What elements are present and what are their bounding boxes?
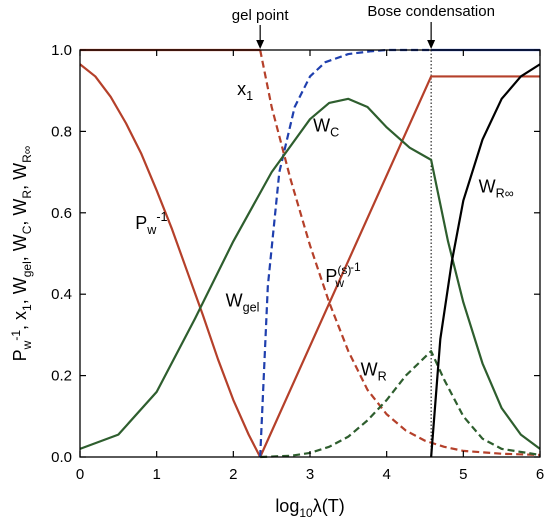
label-wc-sub: C (330, 125, 339, 139)
label-pw-main: P (135, 213, 147, 233)
y-axis-title-sub: 1 (20, 304, 34, 311)
label-wrinf-main: W (479, 176, 496, 196)
y-axis-title-part: , W (10, 234, 30, 261)
series-line-7 (260, 350, 541, 459)
label-wr: WR (361, 360, 387, 384)
label-pw-sup: -1 (156, 210, 167, 224)
series-line-1 (259, 75, 540, 458)
label-pw: Pw-1 (135, 210, 167, 237)
label-x1-main: x (237, 79, 246, 99)
series-line-3 (259, 49, 541, 457)
label-wgel: Wgel (226, 290, 260, 314)
bose-arrow-head (427, 40, 436, 49)
y-axis-title-sup: -1 (9, 330, 23, 341)
series-line-6 (79, 97, 541, 450)
gel-point-arrow-head (256, 40, 265, 49)
x-axis-title-base: log (275, 496, 299, 516)
label-pw-sub: w (146, 223, 157, 237)
x-axis-title-sub: 10 (299, 506, 313, 520)
series-line-8 (430, 63, 541, 458)
y-axis-title-part: P (10, 349, 30, 361)
label-x1: x1 (237, 79, 253, 103)
x-tick-label: 1 (152, 466, 160, 483)
x-tick-label: 2 (229, 466, 237, 483)
y-tick-label: 1.0 (51, 42, 72, 59)
y-axis-title-part: , W (10, 277, 30, 304)
y-tick-label: 0.8 (51, 123, 72, 140)
label-psw-sup2: -1 (350, 260, 361, 274)
y-axis-title: Pw-1, x1, Wgel, WC, WR, WR∞ (9, 146, 34, 362)
label-wc: WC (313, 115, 339, 139)
y-axis-title-sub: R∞ (20, 146, 34, 163)
gel-point-text: gel point (232, 7, 290, 24)
gel-point-label: gel point (232, 7, 290, 24)
label-wr-main: W (361, 360, 378, 380)
x-axis-title: log10λ(T) (275, 496, 344, 520)
plot-frame (79, 49, 541, 458)
x-tick-label: 3 (306, 466, 314, 483)
label-wr-sub: R (378, 370, 387, 384)
y-axis-title-sub: gel (20, 261, 34, 277)
label-psw: P(s) w -1 (325, 260, 361, 290)
series-line-0 (79, 63, 262, 458)
y-axis-title-sub: C (20, 225, 34, 234)
label-wgel-main: W (226, 290, 243, 310)
y-tick-label: 0.4 (51, 286, 72, 303)
label-wgel-sub: gel (243, 300, 260, 314)
axis-layer: 0 1 2 3 4 5 60.00.20.40.60.81.0log10λ(T)Pw-1, … (9, 42, 544, 520)
label-psw-sub: w (334, 276, 344, 290)
x-tick-label: 0 (76, 466, 84, 483)
y-axis-title-part: , x (10, 311, 30, 330)
label-psw-main: P (325, 266, 337, 286)
bose-text: Bose condensation (367, 3, 495, 20)
y-tick-label: 0.2 (51, 368, 72, 385)
label-psw-sup: (s) (337, 263, 351, 277)
bose-label: Bose condensation (367, 3, 495, 20)
x-tick-label: 6 (536, 466, 544, 483)
x-tick-label: 5 (459, 466, 467, 483)
y-axis-title-part: , W (10, 163, 30, 190)
plot-layer (79, 48, 541, 459)
label-wrinf-sub: R∞ (496, 186, 514, 200)
y-tick-label: 0.6 (51, 205, 72, 222)
annotation-layer: gel point Bose condensationx1WCPw-1WgelP(… (135, 3, 514, 384)
y-axis-title-sub: w (20, 340, 34, 350)
y-axis-title-part: , W (10, 199, 30, 226)
label-x1-sub: 1 (246, 89, 253, 103)
series-line-4 (259, 48, 432, 458)
label-wrinf: WR∞ (479, 176, 514, 200)
y-tick-label: 0.0 (51, 449, 72, 466)
y-axis-title-sub: R (20, 190, 34, 199)
x-axis-title-rest: λ(T) (313, 496, 345, 516)
label-wc-main: W (313, 115, 330, 135)
x-tick-label: 4 (382, 466, 390, 483)
